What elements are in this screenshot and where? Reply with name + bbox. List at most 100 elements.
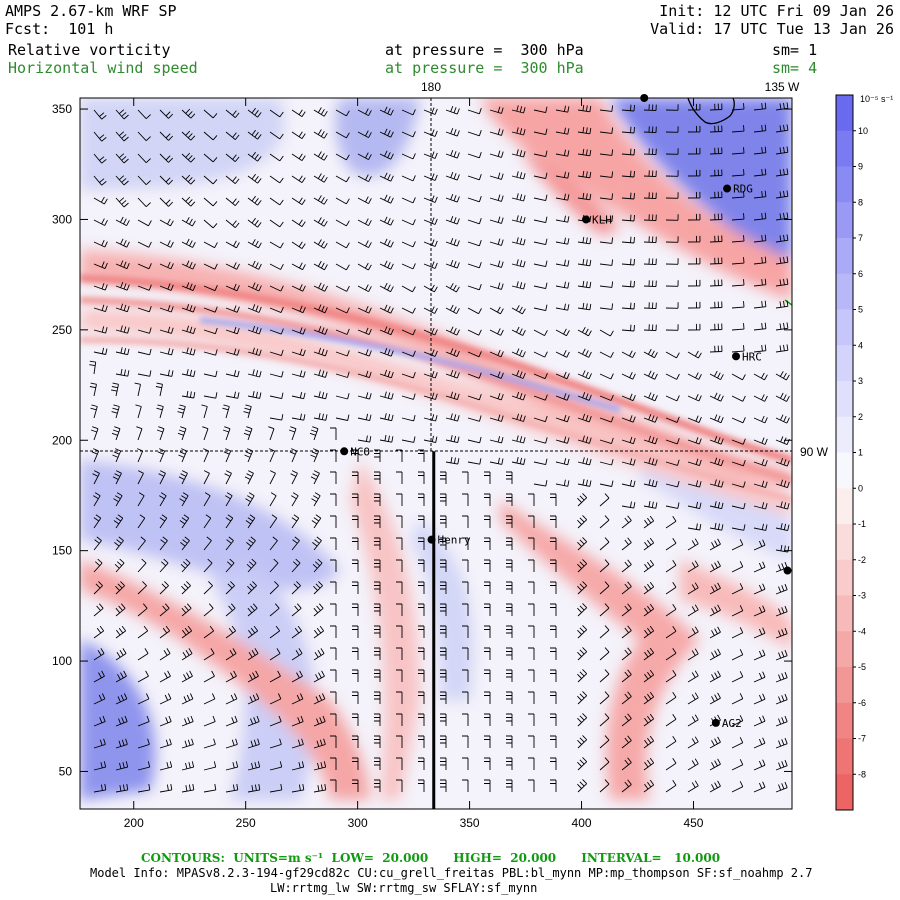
wind-barb xyxy=(665,395,680,402)
wind-barb xyxy=(269,131,284,140)
wind-barb xyxy=(731,649,744,661)
wind-barb xyxy=(401,109,416,116)
wind-barb xyxy=(440,515,447,528)
wind-barb xyxy=(352,515,359,528)
wind-barb xyxy=(93,492,101,507)
wind-barb xyxy=(243,404,252,419)
wind-barb xyxy=(621,479,636,488)
wind-barb xyxy=(379,369,394,379)
wind-barb xyxy=(423,306,438,314)
colorbar-unit: 10⁻⁵ s⁻¹ xyxy=(860,94,893,104)
wind-barb xyxy=(225,603,236,617)
wind-barb xyxy=(753,480,768,488)
wind-barb xyxy=(731,605,744,617)
wind-barb xyxy=(225,670,237,683)
wind-barb xyxy=(93,761,107,771)
wind-barb xyxy=(709,670,721,683)
wind-barb xyxy=(599,171,614,178)
wind-barb xyxy=(115,738,128,749)
wind-barb xyxy=(577,735,588,749)
wind-barb xyxy=(225,305,240,313)
wind-barb xyxy=(467,329,482,336)
wind-barb xyxy=(484,647,491,660)
colorbar-swatch xyxy=(836,452,853,489)
wind-barb xyxy=(643,713,655,727)
wind-barb xyxy=(396,581,403,594)
wind-barb xyxy=(330,493,337,506)
wind-barb xyxy=(418,559,425,572)
wind-barb xyxy=(555,303,570,311)
wind-barb xyxy=(203,470,210,485)
wind-barb xyxy=(445,259,460,269)
wind-barb xyxy=(89,360,97,375)
wind-barb xyxy=(528,625,535,638)
wind-barb xyxy=(225,326,240,335)
colorbar-label: -7 xyxy=(858,734,866,744)
wind-barb xyxy=(550,735,557,748)
wind-barb xyxy=(269,414,284,421)
wind-barb xyxy=(528,735,535,748)
wind-barb xyxy=(467,217,482,225)
wind-barb xyxy=(181,581,191,595)
wind-barb xyxy=(775,759,788,771)
wind-barb xyxy=(396,691,403,704)
wind-barb xyxy=(379,194,394,204)
colorbar-label: 4 xyxy=(858,340,863,350)
station-label: KLH xyxy=(592,213,612,226)
wind-barb xyxy=(203,670,215,683)
wind-barb xyxy=(643,280,657,288)
wind-barb xyxy=(506,559,513,572)
wind-barb xyxy=(489,282,504,290)
colorbar-label: 8 xyxy=(858,197,863,207)
wind-barb xyxy=(599,493,610,507)
wind-barb xyxy=(445,237,460,247)
wind-barb xyxy=(731,539,744,551)
wind-barb xyxy=(511,127,526,136)
wind-barb xyxy=(93,109,107,120)
wind-barb xyxy=(137,241,152,248)
wind-barb xyxy=(418,735,425,748)
wind-barb xyxy=(533,172,548,180)
map-axes: 200 250 300 350 400 450 50 100 150 200 250 300 350 xyxy=(52,98,792,830)
wind-barb xyxy=(335,371,350,378)
wind-barb xyxy=(247,625,259,639)
wind-barb xyxy=(731,781,744,793)
wind-barb xyxy=(330,603,337,616)
wind-barb xyxy=(223,448,232,463)
wind-barb xyxy=(374,669,381,682)
wind-barb xyxy=(181,603,192,617)
wind-barb xyxy=(357,306,372,314)
wind-barb xyxy=(159,715,172,727)
wind-barb xyxy=(244,448,254,463)
wind-barb xyxy=(484,691,491,704)
wind-barb xyxy=(621,192,635,200)
wind-barb xyxy=(665,626,677,639)
wind-barb xyxy=(180,536,190,551)
wind-barb xyxy=(599,149,614,156)
x-tick-label: 200 xyxy=(124,816,144,830)
wind-barb xyxy=(467,458,482,465)
wind-barb xyxy=(577,691,588,705)
wind-barb xyxy=(269,285,284,292)
wind-barb xyxy=(202,426,209,441)
wind-barb xyxy=(577,479,592,487)
wind-barb xyxy=(599,303,614,310)
wind-barb xyxy=(621,559,632,573)
wind-barb xyxy=(753,300,767,309)
wind-barb xyxy=(731,715,744,727)
colorbar-label: -8 xyxy=(858,769,866,779)
wind-barb xyxy=(93,693,106,705)
wind-barb xyxy=(511,259,526,268)
wind-barb xyxy=(599,351,614,358)
wind-barb xyxy=(137,470,144,485)
wind-barb xyxy=(484,559,491,572)
wind-barb xyxy=(352,449,359,462)
wind-barb xyxy=(401,219,416,226)
wind-barb xyxy=(621,436,636,445)
wind-barb xyxy=(555,479,570,487)
wind-barb xyxy=(753,539,766,551)
wind-barb xyxy=(445,193,460,203)
wind-barb xyxy=(203,648,215,661)
wind-barb xyxy=(467,436,482,444)
wind-barb xyxy=(374,515,381,528)
